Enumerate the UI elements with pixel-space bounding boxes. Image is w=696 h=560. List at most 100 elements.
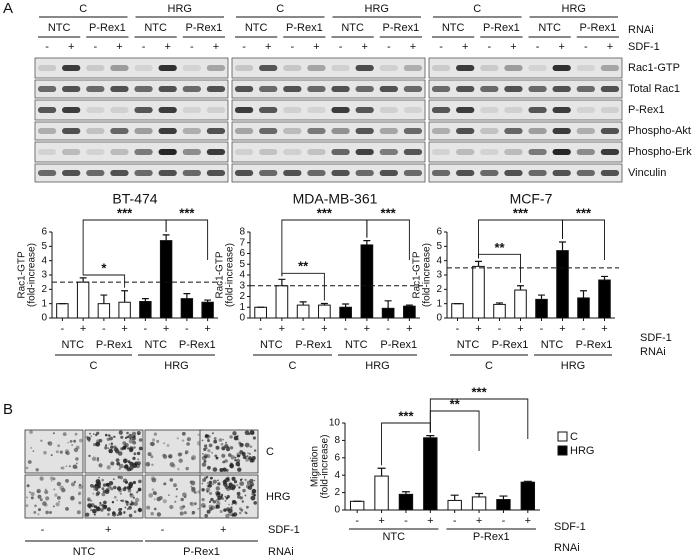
y-tick-label: 3 bbox=[239, 280, 245, 291]
group-label: C bbox=[473, 3, 481, 15]
cell bbox=[52, 505, 55, 508]
x-tick-label: + bbox=[121, 323, 127, 335]
cell bbox=[116, 461, 120, 466]
rnai-label: NTC bbox=[48, 22, 71, 34]
sdf-label: - bbox=[142, 41, 146, 53]
blot-band bbox=[331, 149, 350, 155]
cell bbox=[120, 499, 123, 502]
cell bbox=[62, 432, 67, 436]
cell bbox=[212, 479, 217, 484]
y-tick-label: 4 bbox=[41, 255, 47, 266]
blot-row bbox=[231, 99, 426, 121]
cell bbox=[181, 431, 186, 436]
blot-row bbox=[231, 141, 426, 163]
cell bbox=[169, 504, 174, 510]
rnai-label: NTC bbox=[538, 22, 561, 34]
cell bbox=[96, 491, 101, 495]
cell bbox=[87, 497, 91, 501]
blot-band bbox=[62, 128, 81, 134]
significance-bracket bbox=[165, 219, 209, 260]
cell bbox=[153, 498, 156, 501]
cell bbox=[238, 486, 241, 489]
blot-band bbox=[37, 65, 57, 71]
cell bbox=[91, 456, 97, 461]
significance-bracket bbox=[429, 398, 529, 439]
error-bar bbox=[559, 241, 566, 251]
significance-label: ** bbox=[494, 240, 505, 255]
cell bbox=[95, 487, 99, 491]
blot-band bbox=[600, 65, 620, 71]
blot-band bbox=[86, 86, 105, 92]
cell bbox=[133, 446, 136, 449]
cell bbox=[236, 454, 240, 458]
condition-label: C bbox=[266, 446, 274, 458]
group-label: HRG bbox=[365, 360, 389, 372]
cell bbox=[163, 442, 166, 445]
bar bbox=[339, 306, 352, 319]
cell bbox=[215, 492, 221, 498]
y-tick-label: 7 bbox=[239, 237, 245, 248]
cell bbox=[90, 503, 95, 508]
significance-bracket bbox=[82, 219, 167, 275]
cell bbox=[168, 454, 173, 459]
blot-row bbox=[231, 121, 426, 141]
bar bbox=[76, 281, 90, 319]
cell bbox=[226, 447, 230, 452]
rnai-label: NTC bbox=[73, 546, 96, 558]
cell bbox=[229, 435, 233, 439]
sdf-label: - bbox=[242, 41, 246, 53]
cell bbox=[86, 436, 91, 441]
cell bbox=[102, 483, 107, 487]
cell bbox=[118, 430, 123, 435]
cell bbox=[88, 454, 91, 458]
y-axis-label: Rac1-GTP bbox=[412, 251, 423, 299]
blot-band bbox=[528, 149, 547, 155]
cell bbox=[235, 461, 241, 467]
cell bbox=[248, 452, 251, 455]
cell bbox=[112, 435, 115, 438]
blot-band bbox=[134, 65, 153, 71]
sdf-label: + bbox=[213, 41, 219, 53]
cell bbox=[67, 441, 69, 444]
cell bbox=[121, 499, 125, 503]
blot-band bbox=[431, 86, 451, 92]
chart-title: BT-474 bbox=[112, 191, 157, 207]
cell bbox=[93, 505, 98, 509]
cell bbox=[92, 492, 95, 495]
cell bbox=[241, 478, 243, 480]
blot-band bbox=[110, 170, 129, 176]
bar bbox=[159, 240, 173, 319]
blot-band bbox=[234, 107, 254, 113]
blot-band bbox=[234, 86, 254, 92]
chart-title: MCF-7 bbox=[510, 191, 553, 207]
cell bbox=[75, 462, 78, 465]
blot-band bbox=[431, 128, 451, 134]
significance-label: *** bbox=[398, 408, 414, 423]
cell bbox=[92, 485, 97, 489]
cell bbox=[96, 481, 102, 487]
cell bbox=[208, 443, 213, 448]
cell bbox=[220, 493, 224, 497]
x-tick-label: + bbox=[279, 323, 285, 335]
cell bbox=[101, 492, 106, 497]
legend-swatch bbox=[557, 445, 568, 456]
rnai-label: NTC bbox=[382, 531, 405, 543]
cell bbox=[132, 431, 136, 436]
cell bbox=[78, 492, 81, 496]
cell bbox=[207, 439, 210, 442]
error-bar bbox=[450, 494, 459, 501]
cell bbox=[107, 447, 110, 450]
blot-row bbox=[428, 99, 623, 121]
bar bbox=[398, 493, 414, 511]
cell bbox=[65, 465, 68, 468]
cell bbox=[78, 501, 82, 505]
cell bbox=[52, 477, 56, 481]
cell bbox=[156, 496, 161, 502]
blot-band bbox=[600, 107, 620, 113]
rnai-axis-label: RNAi bbox=[554, 542, 580, 554]
sdf-label: - bbox=[161, 524, 165, 536]
y-tick-label: 0 bbox=[334, 505, 340, 516]
cell bbox=[151, 488, 155, 491]
cell bbox=[182, 492, 187, 498]
x-tick-label: - bbox=[344, 323, 348, 335]
